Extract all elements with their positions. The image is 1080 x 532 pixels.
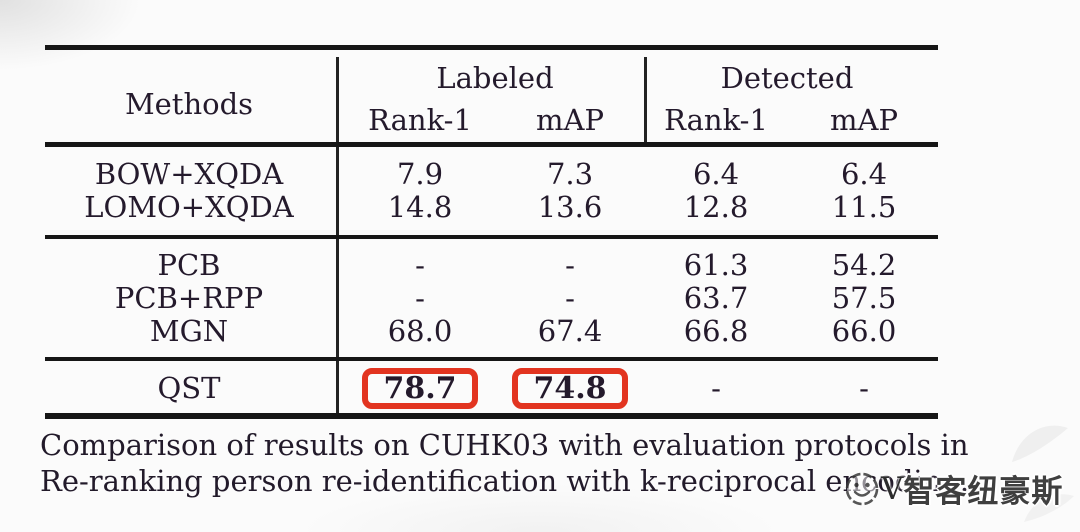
method-name: PCB+RPP [114,281,264,315]
method-name: BOW+XQDA [94,157,284,191]
method-name: LOMO+XQDA [84,190,294,224]
value-cell: 67.4 [537,314,603,348]
value-cell: - [415,248,425,282]
method-name: PCB [157,248,221,282]
header-labeled-rank1: Rank-1 [368,103,472,137]
header-detected-rank1: Rank-1 [664,103,768,137]
value-cell: 66.0 [831,314,897,348]
value-cell: 54.2 [831,248,897,282]
value-cell: 13.6 [537,190,603,224]
smiley-face-icon [845,472,879,505]
watermark-name: 智客纽豪斯 [903,474,1064,510]
value-cell: - [415,281,425,315]
value-cell: 7.9 [396,157,444,191]
faint-logo-graphic [1012,425,1074,522]
labeled-detected-divider [644,57,647,143]
header-detected-map: mAP [830,103,898,137]
header-labeled-map: mAP [536,103,604,137]
value-cell: 61.3 [683,248,749,282]
value-cell: - [859,371,869,405]
value-cell: 6.4 [840,157,888,191]
value-cell: 66.8 [683,314,749,348]
value-cell: 57.5 [831,281,897,315]
watermark-v-letter: V [881,470,904,507]
value-cell: 6.4 [692,157,740,191]
method-name: QST [157,371,221,405]
table-mid-rule-1 [45,235,938,239]
header-methods: Methods [124,87,254,121]
value-cell: 11.5 [831,190,897,224]
value-cell: 63.7 [683,281,749,315]
value-cell: 14.8 [387,190,453,224]
value-cell: - [565,281,575,315]
highlighted-value-cell: 74.8 [495,366,645,410]
table-top-rule [45,45,938,50]
table-mid-rule-2 [45,357,938,361]
value-cell: - [711,371,721,405]
caption-line-1: Comparison of results on CUHK03 with eva… [40,428,969,462]
red-highlight-box: 74.8 [512,368,628,409]
watermark: V 智客纽豪斯 [845,466,1063,511]
header-group-detected: Detected [720,61,854,95]
value-cell: 12.8 [683,190,749,224]
table-header-rule [45,142,938,147]
value-cell: 7.3 [546,157,594,191]
caption-line-2: Re-ranking person re-identification with… [40,464,970,498]
table-bottom-rule [45,413,938,419]
value-cell: 68.0 [387,314,453,348]
method-name: MGN [149,314,229,348]
red-highlight-box: 78.7 [362,368,478,409]
highlighted-value-cell: 78.7 [345,366,495,410]
value-cell: - [565,248,575,282]
header-group-labeled: Labeled [436,61,554,95]
